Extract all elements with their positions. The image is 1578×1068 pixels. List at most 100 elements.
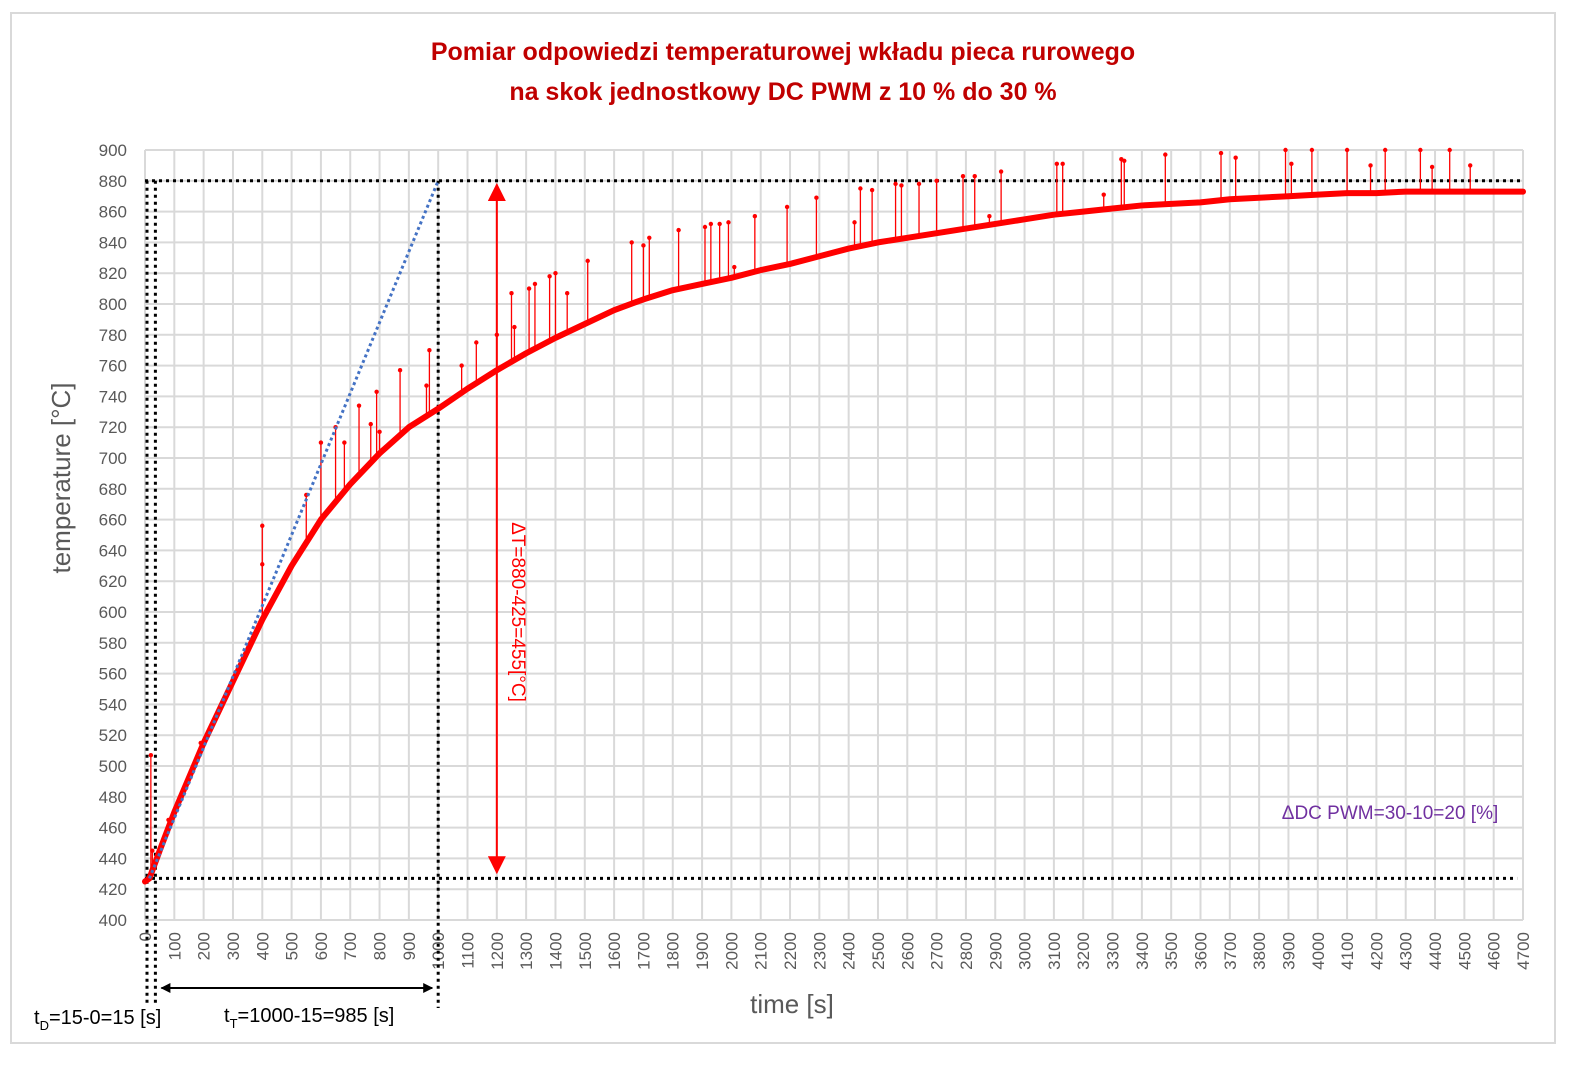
y-tick-label: 540 [99, 695, 127, 714]
spike-point [1289, 161, 1294, 167]
x-tick-label: 3500 [1162, 932, 1181, 970]
chart-title-line2: na skok jednostkowy DC PWM z 10 % do 30 … [509, 78, 1057, 106]
x-tick-label: 1200 [488, 932, 507, 970]
y-tick-label: 500 [99, 757, 127, 776]
spike-point [899, 183, 904, 188]
temperature-curve [142, 188, 1526, 885]
spike-point [512, 324, 517, 330]
spike-point [342, 440, 347, 445]
spike-point [752, 214, 758, 219]
y-tick-label: 780 [99, 326, 127, 345]
spike-point [1447, 147, 1452, 153]
y-tick-label: 720 [99, 418, 127, 437]
x-tick-label: 4000 [1309, 932, 1328, 970]
y-tick-label: 600 [99, 603, 127, 622]
delta-dc-annotation: ΔDC PWM=30-10=20 [%] [1282, 803, 1499, 824]
y-tick-label: 560 [99, 665, 127, 684]
y-tick-label: 760 [99, 357, 127, 376]
y-tick-label: 740 [99, 387, 127, 406]
spike-point [1060, 161, 1065, 167]
x-tick-label: 100 [165, 932, 184, 960]
x-tick-label: 4400 [1426, 932, 1445, 970]
x-tick-label: 900 [400, 932, 419, 960]
x-tick-label: 3600 [1191, 932, 1210, 970]
spike-point [318, 440, 324, 445]
tangent-line [148, 180, 440, 879]
x-tick-label: 4700 [1514, 932, 1533, 970]
spike-point [998, 169, 1004, 174]
x-tick-label: 1900 [693, 932, 712, 970]
spike-point [1163, 152, 1168, 157]
spike-point [1122, 158, 1127, 163]
y-tick-label: 800 [99, 295, 127, 314]
spike-point [356, 403, 362, 408]
spike-point [377, 429, 382, 435]
x-tick-label: 4500 [1455, 932, 1474, 970]
x-tick-label: 3700 [1221, 932, 1240, 970]
spike-point [532, 281, 538, 287]
spike-point [852, 220, 857, 225]
spike-point [260, 562, 265, 567]
x-tick-label: 4200 [1367, 932, 1386, 970]
y-tick-label: 400 [99, 911, 127, 930]
spike-point [987, 214, 992, 219]
spike-point [893, 181, 898, 187]
x-tick-label: 1300 [517, 932, 536, 970]
spike-point [676, 227, 681, 233]
x-tick-label: 2500 [869, 932, 888, 970]
spike-point [1418, 147, 1423, 153]
spike-point [869, 187, 875, 193]
x-tick-label: 3800 [1250, 932, 1269, 970]
spike-point [260, 523, 265, 528]
x-tick-label: 1100 [459, 932, 478, 969]
y-axis-label: temperature [°C] [46, 382, 76, 573]
spike-point [1309, 147, 1315, 153]
spike-point [509, 291, 514, 296]
spike-point [427, 348, 432, 353]
x-tick-label: 1700 [634, 932, 653, 970]
x-tick-label: 2000 [722, 932, 741, 970]
spike-point [641, 243, 646, 248]
x-tick-label: 2200 [781, 932, 800, 970]
x-tick-label: 1500 [576, 932, 595, 970]
x-tick-label: 2700 [928, 932, 947, 970]
x-tick-label: 3200 [1074, 932, 1093, 970]
y-tick-label: 900 [99, 141, 127, 160]
x-tick-label: 2300 [810, 932, 829, 970]
spike-point [424, 383, 429, 388]
x-tick-label: 300 [224, 932, 243, 960]
x-tick-label: 3000 [1016, 932, 1035, 970]
spike-point [150, 848, 155, 853]
x-tick-label: 1600 [605, 932, 624, 970]
spike-point [1429, 164, 1435, 170]
x-tick-label: 3400 [1133, 932, 1152, 970]
spike-point [784, 204, 790, 210]
spike-point [647, 235, 652, 240]
y-tick-label: 840 [99, 233, 127, 252]
spike-point [1054, 161, 1060, 167]
spike-point [934, 178, 939, 183]
spike-point [1233, 155, 1238, 160]
y-tick-label: 660 [99, 511, 127, 530]
y-tick-label: 880 [99, 172, 127, 191]
y-tick-label: 460 [99, 819, 127, 838]
spike-point [526, 286, 532, 291]
spike-point [708, 221, 714, 227]
spike-point [148, 753, 154, 758]
spike-point [972, 173, 977, 179]
y-tick-label: 480 [99, 788, 127, 807]
y-tick-label: 700 [99, 449, 127, 468]
spike-point [397, 368, 403, 373]
spike-point [1101, 192, 1106, 197]
x-tick-label: 4600 [1485, 932, 1504, 970]
chart-frame [10, 12, 1556, 1044]
y-tick-label: 440 [99, 849, 127, 868]
y-tick-label: 620 [99, 572, 127, 591]
x-tick-label: 2600 [898, 932, 917, 970]
x-tick-label: 1400 [546, 932, 565, 970]
spike-point [368, 421, 373, 427]
x-tick-label: 800 [371, 932, 390, 960]
x-tick-label: 0 [136, 932, 155, 941]
x-tick-label: 500 [283, 932, 302, 960]
